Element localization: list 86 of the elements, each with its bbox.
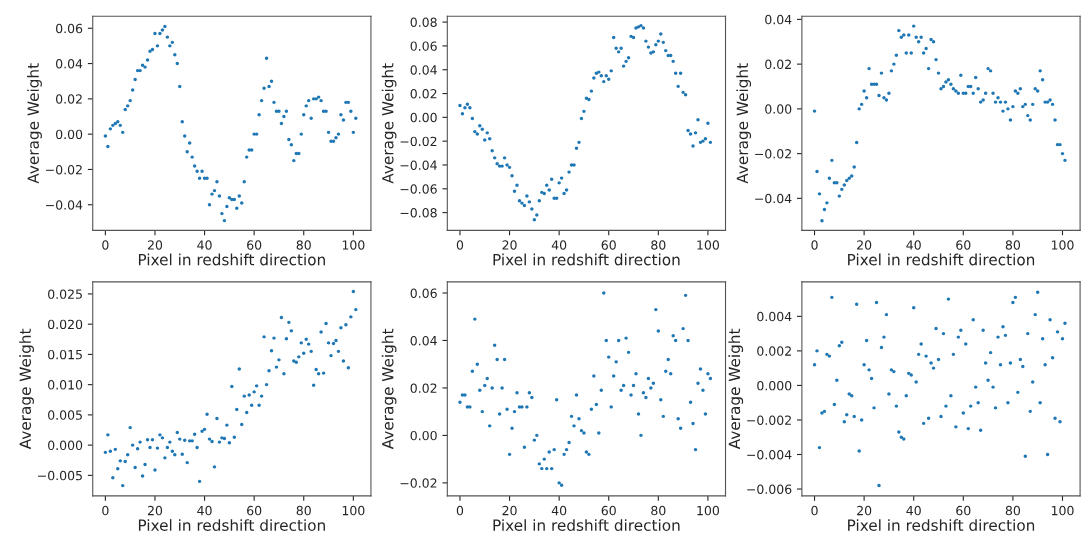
y-tick-label: 0.02 (56, 94, 82, 104)
x-tick-label: 40 (197, 505, 212, 516)
x-tick-label: 60 (247, 505, 262, 516)
x-tick-label: 20 (857, 505, 872, 516)
x-tick-label: 100 (1051, 240, 1074, 250)
x-tick-label: 80 (651, 240, 666, 250)
x-tick-label: 40 (551, 505, 567, 516)
y-tick-label: 0.02 (410, 383, 437, 393)
y-tick-label: 0.005 (48, 410, 82, 420)
x-tick-label: 60 (601, 505, 616, 516)
x-tick-label: 60 (956, 240, 971, 250)
y-tick-label: 0.000 (757, 380, 792, 391)
x-tick-label: 0 (102, 240, 109, 250)
x-tick-label: 100 (342, 505, 365, 516)
y-tick-label: −0.06 (400, 184, 437, 194)
y-axis-title: Average Weight (19, 328, 34, 450)
y-tick-label: 0.00 (410, 112, 437, 123)
y-tick-label: 0.06 (410, 288, 437, 298)
x-tick-label: 20 (147, 240, 163, 250)
y-axis-title: Average Weight (27, 63, 42, 184)
x-axis-title: Pixel in redshift direction (493, 253, 680, 266)
y-tick-label: −0.08 (400, 208, 437, 218)
y-tick-label: −0.04 (46, 200, 83, 210)
y-tick-label: −0.02 (755, 149, 791, 159)
x-tick-label: 40 (197, 240, 212, 250)
x-tick-label: 20 (502, 240, 517, 250)
y-axis-title: Average Weight (381, 63, 397, 184)
x-tick-label: 40 (906, 505, 921, 516)
y-tick-label: −0.02 (46, 164, 82, 175)
x-tick-label: 60 (956, 505, 971, 516)
y-tick-label: 0.000 (48, 440, 83, 451)
y-tick-label: 0.015 (48, 349, 82, 360)
y-tick-label: −0.005 (38, 470, 82, 481)
x-tick-label: 0 (102, 505, 109, 516)
y-tick-label: 0.020 (48, 319, 83, 330)
y-tick-label: 0.06 (410, 41, 437, 51)
y-tick-label: −0.04 (755, 193, 792, 204)
y-tick-label: 0.00 (765, 104, 792, 114)
x-axis-title: Pixel in redshift direction (138, 519, 325, 531)
y-tick-label: 0.06 (56, 23, 83, 34)
y-tick-label: −0.04 (400, 160, 437, 170)
x-tick-label: 40 (906, 240, 921, 250)
y-tick-label: −0.002 (747, 415, 791, 425)
y-tick-label: 0.002 (757, 346, 791, 356)
x-tick-label: 0 (811, 505, 818, 516)
x-tick-label: 100 (697, 505, 720, 516)
y-tick-label: −0.006 (747, 484, 792, 494)
y-tick-label: 0.08 (410, 17, 437, 28)
x-tick-label: 100 (342, 240, 365, 250)
x-tick-label: 60 (247, 240, 262, 250)
x-tick-label: 100 (697, 240, 720, 250)
y-axis-title: Average Weight (381, 328, 397, 450)
y-tick-label: 0.025 (48, 289, 82, 299)
x-tick-label: 40 (551, 240, 567, 250)
y-tick-label: 0.04 (56, 59, 83, 69)
x-axis-title: Pixel in redshift direction (138, 253, 325, 266)
y-tick-label: 0.04 (410, 65, 437, 75)
x-tick-label: 80 (1005, 505, 1021, 516)
x-tick-label: 20 (147, 505, 163, 516)
x-tick-label: 20 (502, 505, 517, 516)
y-tick-label: 0.00 (410, 430, 437, 441)
x-tick-label: 60 (601, 240, 616, 250)
y-tick-label: −0.004 (747, 449, 792, 460)
y-tick-label: 0.04 (410, 335, 437, 346)
y-tick-label: 0.004 (757, 311, 792, 322)
x-tick-label: 80 (1005, 240, 1021, 250)
x-tick-label: 0 (456, 505, 464, 516)
y-tick-label: 0.04 (765, 14, 792, 25)
x-axis-title: Pixel in redshift direction (848, 519, 1035, 531)
y-tick-label: 0.00 (56, 129, 83, 140)
x-tick-label: 20 (857, 240, 872, 250)
x-tick-label: 0 (456, 240, 464, 250)
x-axis-title: Pixel in redshift direction (493, 519, 680, 531)
x-tick-label: 80 (296, 240, 311, 250)
y-axis-title: Average Weight (728, 328, 744, 450)
y-tick-label: 0.010 (48, 380, 83, 390)
x-tick-label: 0 (811, 240, 818, 250)
x-tick-label: 80 (651, 505, 666, 516)
y-tick-label: 0.02 (765, 59, 791, 70)
y-axis-title: Average Weight (736, 63, 752, 184)
y-tick-label: −0.02 (400, 136, 437, 147)
x-tick-label: 100 (1051, 505, 1074, 516)
y-tick-label: 0.02 (410, 89, 437, 99)
y-tick-label: −0.02 (400, 478, 437, 488)
x-axis-title: Pixel in redshift direction (848, 253, 1035, 266)
x-tick-label: 80 (296, 505, 311, 516)
